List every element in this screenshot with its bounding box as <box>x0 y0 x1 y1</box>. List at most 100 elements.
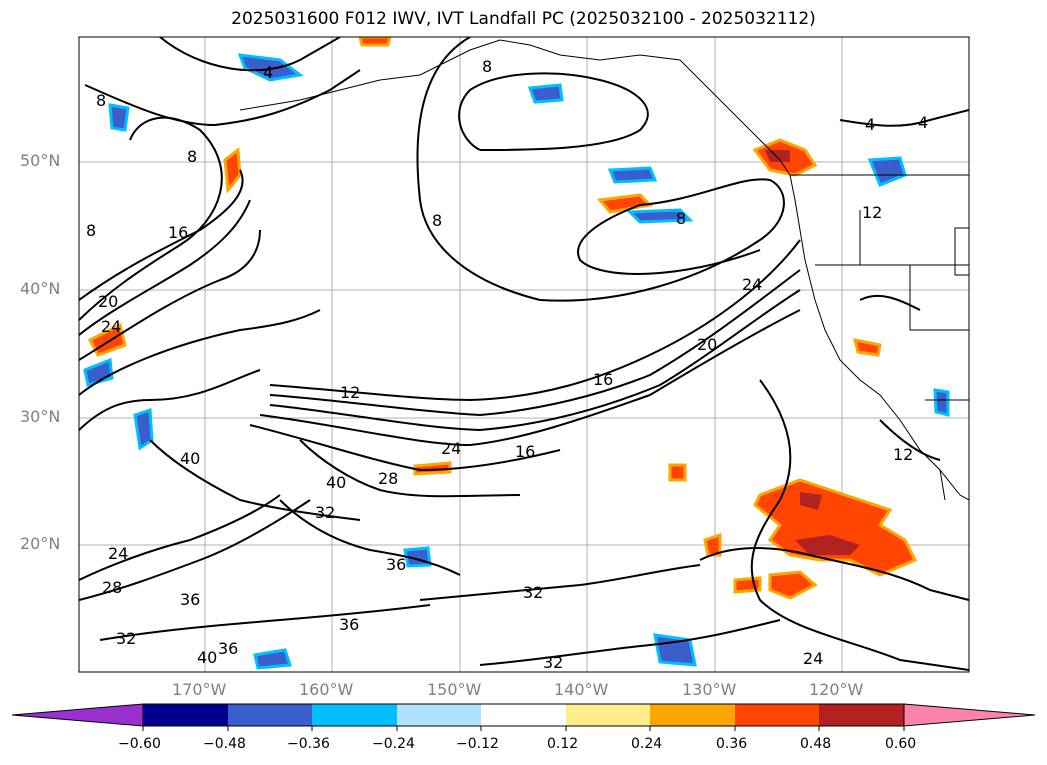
na-west-coast <box>789 174 969 501</box>
colorbar-extend-right <box>903 703 1036 727</box>
contour-28-south <box>79 499 311 601</box>
alaska-coast <box>299 39 791 176</box>
colorbar-segment <box>650 704 735 726</box>
contour-label: 16 <box>515 442 535 461</box>
contour-label: 4 <box>865 115 875 134</box>
cool-patch-center <box>607 166 658 184</box>
colorbar-segment <box>312 704 397 726</box>
colorbar-extend-left <box>11 703 144 727</box>
contour-label: 4 <box>918 113 928 132</box>
contour-24-se <box>699 547 969 601</box>
contour-8-nw <box>84 69 361 127</box>
contour-label: 16 <box>168 223 188 242</box>
colorbar-tick-label: 0.48 <box>800 736 832 752</box>
contour-label: 12 <box>893 445 913 464</box>
lon-label-120w: 120°W <box>809 680 864 699</box>
contour-32-west <box>79 309 321 396</box>
contour-label: 24 <box>108 544 128 563</box>
colorbar-segment <box>143 704 228 726</box>
map-frame <box>79 37 969 672</box>
contour-label: 8 <box>676 209 686 228</box>
contour-label: 32 <box>543 653 563 672</box>
contour-12-main <box>269 239 801 402</box>
colorbar-tick-label: 0.36 <box>716 736 748 752</box>
colorbar-tick-label: −0.12 <box>456 736 499 752</box>
contour-labels: 4 4 4 8 8 8 8 8 8 12 12 12 16 16 16 20 2… <box>86 57 928 672</box>
cool-patch-west-2 <box>133 407 154 451</box>
warm-patch-nw <box>223 147 242 194</box>
contour-28 <box>249 424 561 472</box>
contour-label: 28 <box>378 469 398 488</box>
contour-label: 32 <box>116 629 136 648</box>
cool-patch-nw <box>108 103 130 132</box>
contour-label: 8 <box>432 211 442 230</box>
lat-label-30n: 30°N <box>20 407 61 426</box>
cool-patch-gulf-2 <box>527 83 564 104</box>
contour-label: 36 <box>386 555 406 574</box>
contour-label: 8 <box>187 147 197 166</box>
contour-label: 24 <box>803 649 823 668</box>
contour-label: 16 <box>593 370 613 389</box>
contour-label: 36 <box>339 615 359 634</box>
lon-label-170w: 170°W <box>172 680 227 699</box>
contour-32-center <box>299 439 521 498</box>
contour-label: 12 <box>340 383 360 402</box>
contour-24-west <box>79 199 251 336</box>
colorbar-tick-label: 0.12 <box>547 736 579 752</box>
warm-patch-coast <box>852 338 882 357</box>
contour-4-north <box>159 37 341 72</box>
cool-patch-gulf <box>626 208 694 224</box>
contour-label: 24 <box>101 317 121 336</box>
coastlines <box>239 39 969 501</box>
negative-anomaly-patches <box>83 53 950 670</box>
contour-se-outer <box>750 379 969 671</box>
colorbar-segment <box>735 704 819 726</box>
contour-16 <box>269 269 801 417</box>
iwv-contours <box>79 37 969 671</box>
lon-label-150w: 150°W <box>427 680 482 699</box>
contour-label: 4 <box>263 63 273 82</box>
colorbar-tick-label: 0.24 <box>631 736 663 752</box>
warm-patch-gulf <box>597 193 654 214</box>
contour-36-center <box>279 499 461 576</box>
cool-patch-coast <box>933 388 950 417</box>
contour-24 <box>259 309 801 447</box>
colorbar-tick-label: −0.48 <box>203 736 246 752</box>
colorbar-border <box>142 703 905 727</box>
contour-west-arc <box>79 369 261 431</box>
colorbar-tick-label: −0.24 <box>372 736 415 752</box>
contour-8-center <box>416 37 785 302</box>
warm-patch-se <box>668 463 687 482</box>
map-border <box>78 36 970 673</box>
baja-coast <box>939 469 946 501</box>
contour-12-east <box>879 419 941 461</box>
cool-patch-west <box>83 357 114 387</box>
colorbar <box>11 703 1036 731</box>
warm-patch-north <box>358 37 392 47</box>
lon-label-160w: 160°W <box>299 680 354 699</box>
state-border-4 <box>954 227 969 276</box>
warm-patch-center <box>413 461 452 476</box>
contour-12-arc <box>79 116 223 321</box>
colorbar-segment <box>397 704 481 726</box>
contour-label: 40 <box>197 648 217 667</box>
aleutian-chain <box>239 99 301 111</box>
cool-patch-hawaii <box>253 648 293 670</box>
contour-8-inner <box>458 72 649 151</box>
contour-32-bottom <box>479 619 781 666</box>
contour-label: 32 <box>523 583 543 602</box>
warm-patch-lower-2 <box>768 570 818 600</box>
lon-label-130w: 130°W <box>682 680 737 699</box>
contour-label: 12 <box>862 203 882 222</box>
lon-label-140w: 140°W <box>554 680 609 699</box>
colorbar-tick-label: −0.36 <box>287 736 330 752</box>
colorbar-segment <box>819 704 904 726</box>
contour-label: 36 <box>218 639 238 658</box>
colorbar-segment <box>566 704 650 726</box>
map-title: 2025031600 F012 IWV, IVT Landfall PC (20… <box>231 9 816 29</box>
contour-label: 32 <box>315 503 335 522</box>
colorbar-segment <box>228 704 312 726</box>
contour-24-south <box>79 494 281 581</box>
warm-core-subtropics-2 <box>800 492 822 510</box>
